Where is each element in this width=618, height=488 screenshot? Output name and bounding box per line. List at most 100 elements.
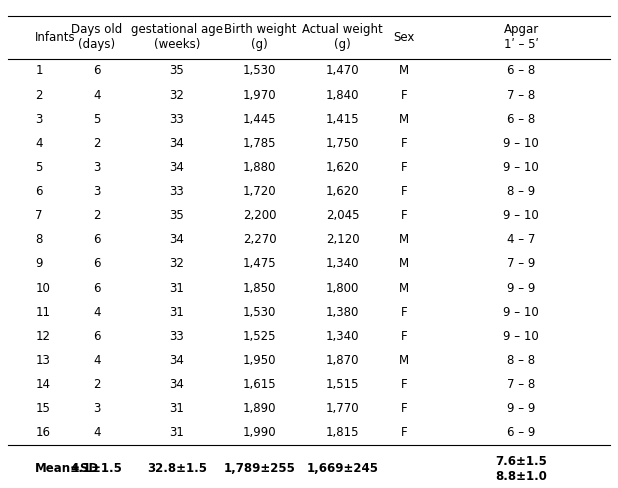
Text: 31: 31 [169,402,184,415]
Text: 2,200: 2,200 [243,209,276,222]
Text: 1,415: 1,415 [326,113,360,126]
Text: 1,750: 1,750 [326,137,360,150]
Text: 1,720: 1,720 [243,185,277,198]
Text: 16: 16 [35,427,50,440]
Text: 9 – 9: 9 – 9 [507,402,535,415]
Text: 33: 33 [169,185,184,198]
Text: 1,380: 1,380 [326,306,360,319]
Text: 7 – 9: 7 – 9 [507,258,535,270]
Text: 33: 33 [169,330,184,343]
Text: 2,045: 2,045 [326,209,360,222]
Text: F: F [401,427,408,440]
Text: M: M [399,282,409,295]
Text: 2: 2 [93,209,101,222]
Text: 31: 31 [169,427,184,440]
Text: 7 – 8: 7 – 8 [507,88,535,102]
Text: 34: 34 [169,233,184,246]
Text: 7.6±1.5
8.8±1.0: 7.6±1.5 8.8±1.0 [495,455,547,483]
Text: 9: 9 [35,258,43,270]
Text: 2: 2 [35,88,43,102]
Text: 34: 34 [169,354,184,367]
Text: 6: 6 [93,258,101,270]
Text: 1,880: 1,880 [243,161,276,174]
Text: 9 – 10: 9 – 10 [504,330,539,343]
Text: 1,530: 1,530 [243,306,276,319]
Text: 1,870: 1,870 [326,354,360,367]
Text: 6: 6 [93,64,101,78]
Text: 1,970: 1,970 [243,88,277,102]
Text: 1,475: 1,475 [243,258,277,270]
Text: 5: 5 [35,161,43,174]
Text: 9 – 9: 9 – 9 [507,282,535,295]
Text: F: F [401,209,408,222]
Text: F: F [401,402,408,415]
Text: 2: 2 [93,378,101,391]
Text: 1,785: 1,785 [243,137,276,150]
Text: 1,615: 1,615 [243,378,277,391]
Text: Apgar
1ʹ – 5ʹ: Apgar 1ʹ – 5ʹ [504,23,539,51]
Text: 9 – 10: 9 – 10 [504,137,539,150]
Text: 3: 3 [93,161,101,174]
Text: M: M [399,64,409,78]
Text: 9 – 10: 9 – 10 [504,161,539,174]
Text: gestational age
(weeks): gestational age (weeks) [131,23,222,51]
Text: 3: 3 [35,113,43,126]
Text: 31: 31 [169,282,184,295]
Text: 1,620: 1,620 [326,185,360,198]
Text: 1,515: 1,515 [326,378,360,391]
Text: M: M [399,354,409,367]
Text: M: M [399,113,409,126]
Text: 10: 10 [35,282,50,295]
Text: 1,470: 1,470 [326,64,360,78]
Text: 6 – 8: 6 – 8 [507,64,535,78]
Text: 1,620: 1,620 [326,161,360,174]
Text: 34: 34 [169,378,184,391]
Text: 9 – 10: 9 – 10 [504,306,539,319]
Text: 1,789±255: 1,789±255 [224,462,296,475]
Text: 1,445: 1,445 [243,113,277,126]
Text: Infants: Infants [35,31,76,44]
Text: 1,530: 1,530 [243,64,276,78]
Text: 35: 35 [169,209,184,222]
Text: 1: 1 [35,64,43,78]
Text: F: F [401,185,408,198]
Text: 1,770: 1,770 [326,402,360,415]
Text: F: F [401,88,408,102]
Text: 34: 34 [169,161,184,174]
Text: 8: 8 [35,233,43,246]
Text: F: F [401,330,408,343]
Text: 1,815: 1,815 [326,427,360,440]
Text: F: F [401,137,408,150]
Text: M: M [399,233,409,246]
Text: 14: 14 [35,378,50,391]
Text: 1,990: 1,990 [243,427,277,440]
Text: Sex: Sex [394,31,415,44]
Text: F: F [401,306,408,319]
Text: 1,950: 1,950 [243,354,276,367]
Text: 6: 6 [93,330,101,343]
Text: 1,890: 1,890 [243,402,276,415]
Text: F: F [401,378,408,391]
Text: 2,120: 2,120 [326,233,360,246]
Text: 3: 3 [93,402,101,415]
Text: Actual weight
(g): Actual weight (g) [302,23,383,51]
Text: 4: 4 [93,306,101,319]
Text: 6 – 9: 6 – 9 [507,427,535,440]
Text: 33: 33 [169,113,184,126]
Text: 4: 4 [93,88,101,102]
Text: 9 – 10: 9 – 10 [504,209,539,222]
Text: Days old
(days): Days old (days) [71,23,122,51]
Text: 1,340: 1,340 [326,258,360,270]
Text: 1,800: 1,800 [326,282,360,295]
Text: 7 – 8: 7 – 8 [507,378,535,391]
Text: 32: 32 [169,258,184,270]
Text: 13: 13 [35,354,50,367]
Text: M: M [399,258,409,270]
Text: 8 – 8: 8 – 8 [507,354,535,367]
Text: 32.8±1.5: 32.8±1.5 [146,462,207,475]
Text: 3: 3 [93,185,101,198]
Text: 1,525: 1,525 [243,330,276,343]
Text: 8 – 9: 8 – 9 [507,185,535,198]
Text: 15: 15 [35,402,50,415]
Text: 4: 4 [35,137,43,150]
